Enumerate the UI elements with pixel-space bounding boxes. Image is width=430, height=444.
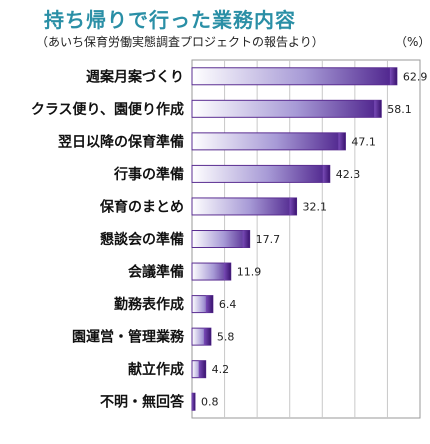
bar-cap [322,165,330,183]
category-label: 週案月案づくり [86,68,184,85]
bar [191,132,346,151]
value-label: 42.3 [336,168,361,181]
category-label: 園運営・管理業務 [72,329,185,346]
bar-cap [289,197,297,215]
value-label: 11.9 [237,266,262,279]
value-label: 5.8 [217,331,235,344]
value-label: 47.1 [351,135,376,148]
bar-cap [242,230,250,248]
value-label: 32.1 [303,200,328,213]
category-label: 懇談会の準備 [100,231,184,248]
bar [191,230,251,248]
category-label: 不明・無回答 [100,394,185,411]
category-label: 保育のまとめ [99,198,184,215]
value-label: 58.1 [387,103,412,116]
bar [191,197,298,216]
value-label: 0.8 [201,396,219,409]
category-label: クラス便り、園便り作成 [31,101,184,118]
bar-cap [192,393,195,411]
value-label: 4.2 [212,363,230,376]
value-label: 62.9 [403,70,428,83]
category-label: 行事の準備 [113,166,184,183]
bar-cap [389,67,397,85]
bar-cap [223,263,231,281]
value-label: 6.4 [219,298,237,311]
value-label: 17.7 [256,233,281,246]
bar-cap [203,328,211,346]
bar-cap [338,132,346,150]
category-label: 献立作成 [128,361,184,378]
chart-subtitle: （あいち保育労働実態調査プロジェクトの報告より） [36,35,324,49]
bar [191,164,331,183]
unit-label: （%） [395,35,430,49]
bar [191,99,382,118]
bar-cap [198,360,206,378]
category-label: 翌日以降の保育準備 [58,133,184,150]
bar [191,67,398,86]
category-label: 勤務表作成 [114,296,184,313]
category-label: 会議準備 [128,264,184,281]
chart-title: 持ち帰りで行った業務内容 [44,8,296,32]
bar-cap [205,295,213,313]
bar-cap [374,100,382,118]
